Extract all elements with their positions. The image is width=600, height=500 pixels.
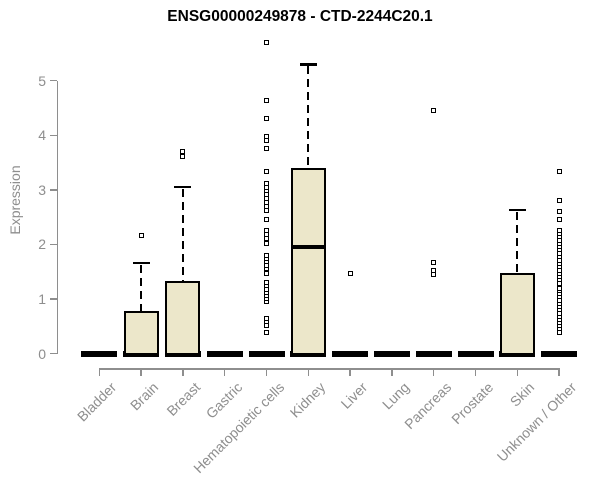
x-axis-tick: [349, 368, 351, 376]
y-axis-tick: [50, 243, 57, 246]
y-axis-tick: [50, 80, 57, 82]
outlier-point: [556, 209, 562, 215]
outlier-point: [556, 197, 562, 203]
outlier-point: [264, 236, 269, 242]
x-axis-tick: [98, 368, 100, 376]
zero-bar: [248, 350, 285, 357]
outlier-point: [556, 227, 562, 233]
x-axis-tick: [391, 368, 393, 376]
zero-bar: [415, 350, 452, 357]
chart-title: ENSG00000249878 - CTD-2244C20.1: [167, 8, 433, 25]
outlier-point: [264, 180, 269, 186]
x-axis-tick: [265, 368, 268, 376]
x-axis-tick: [558, 368, 560, 376]
zero-bar: [206, 350, 243, 357]
outlier-point: [264, 40, 269, 46]
y-axis-tick-label: 3: [38, 181, 46, 198]
outlier-point: [264, 316, 269, 322]
outlier-point: [347, 270, 353, 276]
x-axis-tick: [224, 368, 226, 376]
box: [165, 280, 201, 356]
y-axis-tick: [50, 189, 57, 191]
zero-bar: [332, 350, 369, 357]
x-axis-tick: [474, 368, 477, 376]
whisker-cap: [508, 208, 526, 212]
y-axis-tick-label: 2: [38, 236, 46, 253]
outlier-point: [180, 149, 186, 155]
x-axis-line: [99, 368, 561, 370]
median-line: [290, 244, 326, 249]
whisker-cap: [174, 185, 192, 189]
outlier-point: [431, 108, 437, 114]
outlier-point: [138, 233, 144, 239]
outlier-point: [431, 260, 437, 266]
outlier-point: [556, 285, 562, 291]
x-axis-tick: [140, 368, 142, 376]
outlier-point: [264, 232, 269, 238]
y-axis-tick: [50, 298, 57, 300]
y-axis-tick: [50, 352, 57, 355]
x-axis-tick: [307, 368, 309, 376]
y-axis-tick-label: 4: [38, 127, 46, 144]
y-axis-tick-label: 0: [38, 345, 46, 362]
outlier-point: [431, 268, 437, 274]
zero-bar: [457, 350, 494, 357]
whisker-cap: [299, 63, 317, 66]
outlier-point: [264, 115, 269, 121]
y-axis-line: [56, 80, 58, 355]
whisker: [307, 66, 310, 169]
zero-bar: [373, 350, 410, 357]
outlier-point: [180, 153, 186, 159]
outlier-point: [264, 252, 269, 258]
y-axis-tick-label: 5: [38, 72, 46, 89]
outlier-point: [556, 217, 562, 223]
x-axis-tick: [182, 368, 184, 376]
outlier-point: [264, 217, 269, 223]
outlier-point: [264, 330, 269, 336]
whisker: [140, 264, 143, 311]
outlier-point: [264, 279, 269, 285]
zero-bar: [541, 350, 578, 357]
zero-bar: [81, 350, 118, 357]
outlier-point: [264, 145, 269, 151]
outlier-point: [264, 240, 269, 246]
y-axis-tick: [50, 134, 57, 136]
outlier-point: [264, 98, 269, 104]
whisker: [181, 189, 184, 281]
outlier-point: [556, 168, 562, 174]
box: [290, 168, 326, 356]
outlier-point: [264, 169, 269, 175]
whisker-cap: [132, 261, 150, 265]
y-axis-tick-label: 1: [38, 290, 46, 307]
outlier-point: [264, 133, 269, 139]
box: [499, 272, 535, 356]
outlier-point: [264, 270, 269, 276]
whisker: [516, 212, 519, 273]
outlier-point: [264, 227, 269, 233]
box: [123, 310, 159, 356]
x-axis-tick: [433, 368, 435, 376]
x-axis-tick: [516, 368, 518, 376]
